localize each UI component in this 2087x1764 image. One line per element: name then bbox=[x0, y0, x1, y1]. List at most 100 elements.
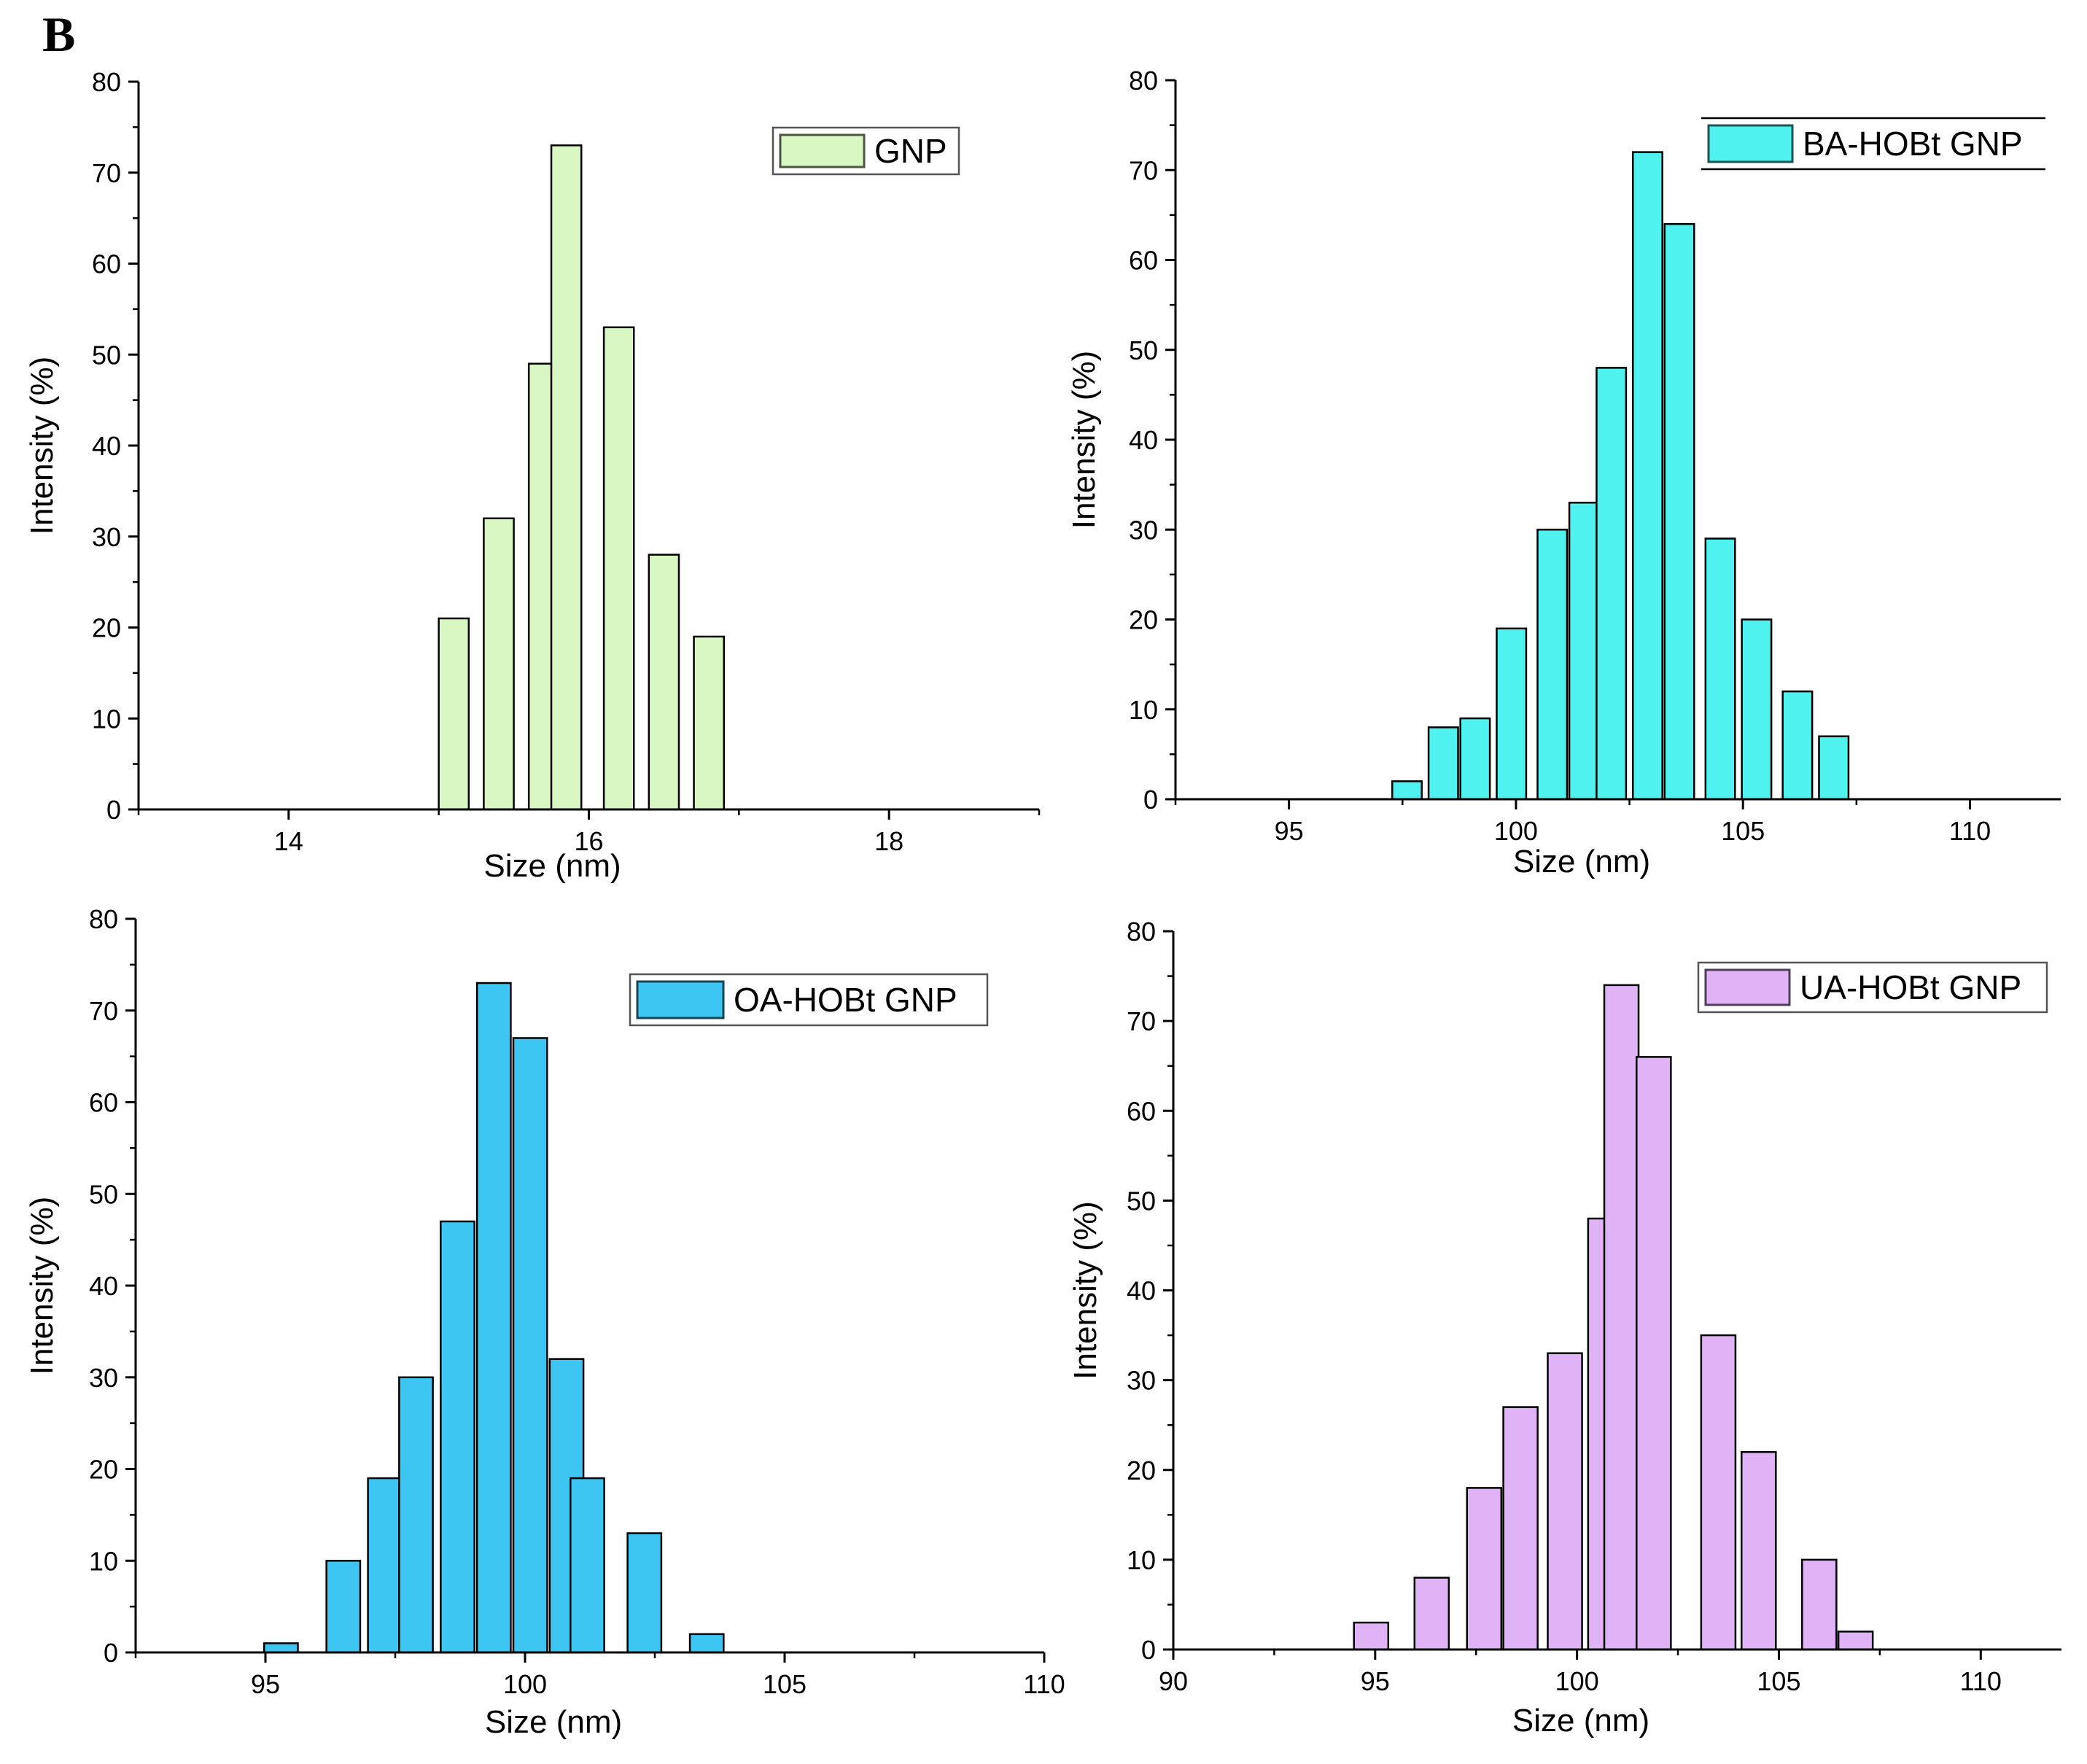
bar bbox=[1704, 537, 1736, 801]
bar bbox=[1631, 151, 1663, 801]
bar bbox=[483, 517, 515, 811]
y-tick-label: 60 bbox=[1129, 246, 1158, 276]
y-tick-label: 20 bbox=[1129, 605, 1158, 635]
bars bbox=[438, 144, 725, 811]
bar bbox=[1353, 1621, 1390, 1651]
y-tick-label: 30 bbox=[1127, 1366, 1156, 1396]
y-tick-label: 0 bbox=[1141, 1635, 1156, 1665]
bar bbox=[1496, 627, 1528, 801]
legend: UA-HOBt GNP bbox=[1697, 961, 2048, 1014]
bar bbox=[1568, 502, 1600, 801]
y-tick-label: 30 bbox=[1129, 515, 1158, 545]
y-tick-label: 40 bbox=[1129, 425, 1158, 455]
bar bbox=[1801, 1558, 1838, 1651]
x-tick-label: 110 bbox=[1960, 1666, 2002, 1696]
x-tick-label: 105 bbox=[763, 1669, 807, 1699]
legend: BA-HOBt GNP bbox=[1701, 117, 2045, 171]
y-tick-label: 50 bbox=[92, 340, 121, 370]
bar bbox=[1536, 529, 1569, 801]
x-tick-label: 105 bbox=[1721, 816, 1765, 846]
y-ticks: 0 10 20 30 40 50 60 70 80 bbox=[92, 67, 139, 825]
panel-label: B bbox=[42, 7, 76, 62]
bar bbox=[438, 617, 470, 811]
y-tick-label: 30 bbox=[89, 1363, 118, 1393]
y-tick-label: 10 bbox=[89, 1546, 118, 1576]
y-tick-label: 80 bbox=[89, 904, 118, 934]
bar bbox=[1663, 222, 1695, 801]
y-axis-title: Intensity (%) bbox=[24, 357, 60, 535]
bar bbox=[512, 1037, 548, 1654]
legend-swatch bbox=[636, 980, 725, 1019]
y-tick-label: 40 bbox=[92, 431, 121, 461]
bar bbox=[1818, 735, 1850, 801]
x-ticks: 95 100 105 110 bbox=[134, 1652, 1065, 1699]
legend-label: UA-HOBt GNP bbox=[1800, 968, 2021, 1006]
y-tick-label: 70 bbox=[1127, 1006, 1156, 1036]
bar bbox=[1740, 1450, 1777, 1651]
bar bbox=[1596, 367, 1628, 801]
y-tick-label: 10 bbox=[1127, 1545, 1156, 1575]
y-tick-label: 10 bbox=[1129, 695, 1158, 725]
y-tick-label: 50 bbox=[89, 1179, 118, 1209]
bar bbox=[693, 635, 725, 811]
bar bbox=[1781, 690, 1814, 801]
x-tick-label: 100 bbox=[1555, 1666, 1599, 1696]
y-ticks: 0 10 20 30 40 50 60 70 80 bbox=[1127, 917, 1173, 1665]
bar bbox=[688, 1633, 725, 1654]
bar bbox=[263, 1642, 299, 1654]
y-tick-label: 60 bbox=[92, 249, 121, 279]
bar bbox=[1741, 618, 1773, 801]
y-tick-label: 10 bbox=[92, 704, 121, 734]
x-tick-label: 90 bbox=[1159, 1666, 1188, 1696]
y-tick-label: 0 bbox=[1143, 785, 1158, 815]
y-tick-label: 70 bbox=[92, 158, 121, 188]
bar bbox=[367, 1477, 403, 1654]
bar bbox=[1636, 1056, 1672, 1651]
x-axis-title: Size (nm) bbox=[1512, 1703, 1649, 1738]
y-ticks: 0 10 20 30 40 50 60 70 80 bbox=[1129, 66, 1175, 815]
y-ticks: 0 10 20 30 40 50 60 70 80 bbox=[89, 904, 136, 1668]
legend: OA-HOBt GNP bbox=[629, 973, 989, 1027]
bar bbox=[1547, 1352, 1583, 1651]
y-axis-title: Intensity (%) bbox=[1068, 1201, 1103, 1380]
bar bbox=[475, 982, 512, 1654]
y-tick-label: 40 bbox=[1127, 1276, 1156, 1306]
y-tick-label: 80 bbox=[92, 67, 121, 97]
x-axis-title: Size (nm) bbox=[1513, 844, 1650, 879]
x-tick-label: 95 bbox=[1275, 816, 1304, 846]
bar bbox=[648, 553, 680, 811]
bar bbox=[626, 1532, 663, 1654]
bar bbox=[398, 1376, 434, 1654]
x-tick-label: 110 bbox=[1023, 1669, 1065, 1699]
bars bbox=[1353, 984, 1874, 1651]
x-tick-label: 18 bbox=[874, 826, 903, 856]
y-tick-label: 30 bbox=[92, 522, 121, 552]
y-tick-label: 20 bbox=[89, 1455, 118, 1485]
legend-swatch bbox=[1704, 968, 1791, 1006]
bar bbox=[602, 326, 635, 811]
x-axis-title: Size (nm) bbox=[485, 1704, 622, 1740]
bar bbox=[1466, 1487, 1503, 1651]
bar bbox=[550, 144, 583, 811]
y-tick-label: 50 bbox=[1129, 335, 1158, 365]
chart-gnp: 0 10 20 30 40 50 60 70 80 14 16 18 Size (nm) Intensit… bbox=[24, 67, 1041, 884]
y-tick-label: 0 bbox=[106, 795, 121, 825]
x-tick-label: 16 bbox=[574, 826, 603, 856]
bar bbox=[1837, 1631, 1874, 1651]
x-tick-label: 100 bbox=[1494, 816, 1538, 846]
bar bbox=[1427, 726, 1459, 801]
legend-swatch bbox=[1707, 124, 1794, 163]
bar bbox=[1459, 717, 1491, 801]
legend: GNP bbox=[772, 126, 960, 176]
y-tick-label: 70 bbox=[89, 996, 118, 1026]
legend-label: OA-HOBt GNP bbox=[734, 981, 957, 1019]
y-tick-label: 20 bbox=[92, 613, 121, 643]
bar bbox=[325, 1560, 362, 1654]
bar bbox=[1603, 984, 1640, 1651]
x-axis-title: Size (nm) bbox=[483, 848, 621, 884]
x-tick-label: 105 bbox=[1757, 1666, 1800, 1696]
bars bbox=[263, 982, 725, 1654]
x-tick-label: 14 bbox=[274, 826, 303, 856]
y-tick-label: 70 bbox=[1129, 155, 1158, 185]
x-tick-label: 95 bbox=[251, 1669, 280, 1699]
